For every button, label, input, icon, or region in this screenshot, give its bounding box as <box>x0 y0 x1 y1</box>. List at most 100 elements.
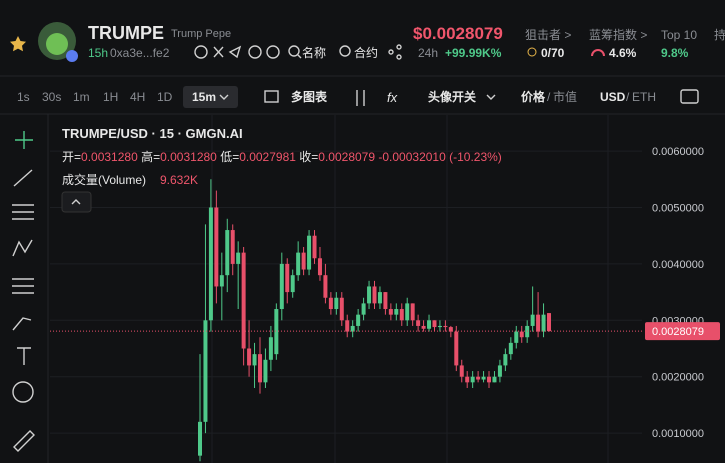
change-period: 24h <box>418 46 438 60</box>
low-value: 0.0027981 <box>239 150 296 164</box>
interval[interactable]: 1H <box>103 90 118 104</box>
candle-body <box>230 230 235 264</box>
low-label: 低= <box>220 150 239 164</box>
candle-body <box>530 314 535 326</box>
search-contract[interactable]: 合约 <box>354 45 378 60</box>
candle-body <box>339 297 344 321</box>
multi-chart-icon <box>264 90 279 103</box>
candle-body <box>290 275 295 293</box>
candle-icon[interactable] <box>356 90 365 106</box>
candle-body <box>377 292 382 304</box>
interval[interactable]: 1m <box>73 90 90 104</box>
token-address[interactable]: 0xa3e...fe2 <box>110 46 170 60</box>
candle-body <box>307 235 312 270</box>
mcap-toggle[interactable]: 市值 <box>553 89 577 104</box>
candle-body <box>487 376 492 383</box>
avatar-toggle[interactable]: 头像开关 <box>428 89 476 104</box>
candle-body <box>268 337 273 360</box>
candle-body <box>367 286 372 304</box>
candle-body <box>383 292 388 310</box>
interval[interactable]: 1s <box>17 90 30 104</box>
interval[interactable]: 30s <box>42 90 61 104</box>
y-tick-label: 0.0050000 <box>652 202 704 214</box>
y-tick-label: 0.0060000 <box>652 146 704 158</box>
y-tick-label: 0.0010000 <box>652 428 704 440</box>
eth-toggle[interactable]: ETH <box>632 90 656 104</box>
candle-body <box>312 235 317 259</box>
candle-body <box>252 354 257 366</box>
legend-title: TRUMPE/USD · 15 · GMGN.AI <box>62 126 243 141</box>
candle-body <box>443 325 448 328</box>
interval[interactable]: 4H <box>130 90 145 104</box>
candle-body <box>241 252 246 349</box>
high-label: 高= <box>141 149 160 164</box>
candle-body <box>257 354 262 383</box>
candle-body <box>361 303 366 315</box>
open-value: 0.0031280 <box>81 150 138 164</box>
candle-body <box>476 376 481 380</box>
share-icon[interactable] <box>388 44 402 60</box>
chevron <box>219 94 229 100</box>
snipers-icon <box>527 47 537 57</box>
change-value: -0.00032010 (-10.23%) <box>378 150 501 164</box>
screenshot-icon[interactable] <box>680 89 699 104</box>
candle-body <box>410 303 415 321</box>
candle-body <box>285 263 290 293</box>
candle-body <box>421 325 426 329</box>
active-interval-box[interactable] <box>183 86 238 108</box>
candle-body <box>334 297 339 310</box>
chevron <box>486 94 496 100</box>
y-tick-label: 0.0040000 <box>652 259 704 271</box>
social-icons[interactable] <box>194 45 302 59</box>
candle-body <box>519 331 524 338</box>
interval[interactable]: 1D <box>157 90 173 104</box>
candle-body <box>503 354 508 366</box>
favorite-star[interactable] <box>10 36 26 52</box>
volume-value: 9.632K <box>160 173 198 187</box>
holders-label: 持 <box>714 27 725 42</box>
bluechip-label[interactable]: 蓝筹指数 > <box>589 27 647 42</box>
candle-body <box>203 320 208 422</box>
candle-body <box>328 297 333 310</box>
search-name[interactable]: 名称 <box>302 45 326 60</box>
candle-body <box>279 263 284 310</box>
price-toggle[interactable]: 价格 <box>521 89 546 104</box>
candle-body <box>350 325 355 332</box>
interval-group: 1s 30s 1m 1H 4H 1D <box>17 90 173 104</box>
close-label: 收= <box>299 150 318 164</box>
candle-body <box>492 376 497 383</box>
usd-toggle[interactable]: USD <box>600 90 626 104</box>
multi-chart[interactable]: 多图表 <box>291 89 328 104</box>
last-price-label: 0.0028079 <box>652 326 704 338</box>
token-age: 15h <box>88 46 108 60</box>
separator: / <box>547 90 551 104</box>
candle-body <box>470 376 475 383</box>
active-interval[interactable]: 15m <box>192 90 216 104</box>
snipers-label[interactable]: 狙击者 > <box>525 28 571 42</box>
collapse-icon <box>71 199 81 205</box>
indicator-icon[interactable]: fx <box>387 90 398 105</box>
candle-body <box>394 309 399 315</box>
candle-body <box>454 331 459 366</box>
candle-body <box>547 313 551 332</box>
candle-body <box>198 421 202 456</box>
candle-body <box>465 376 470 383</box>
close-value: 0.0028079 <box>318 150 375 164</box>
candle-body <box>514 331 519 343</box>
candle-body <box>541 314 546 332</box>
candle-body <box>345 320 350 332</box>
top10-value: 9.8% <box>661 46 689 60</box>
plot: 0.00600000.00500000.00400000.00300000.00… <box>50 115 725 463</box>
candle-body <box>214 207 219 287</box>
candle-body <box>263 359 268 383</box>
candle-body <box>481 376 486 380</box>
candle-body <box>372 286 377 304</box>
candle-body <box>236 252 241 264</box>
token-name: Trump Pepe <box>171 28 231 40</box>
collapse-button[interactable] <box>61 191 92 213</box>
bluechip-value: 4.6% <box>609 46 637 60</box>
volume-label: 成交量(Volume) <box>62 172 146 187</box>
drawing-tools[interactable] <box>12 131 35 452</box>
